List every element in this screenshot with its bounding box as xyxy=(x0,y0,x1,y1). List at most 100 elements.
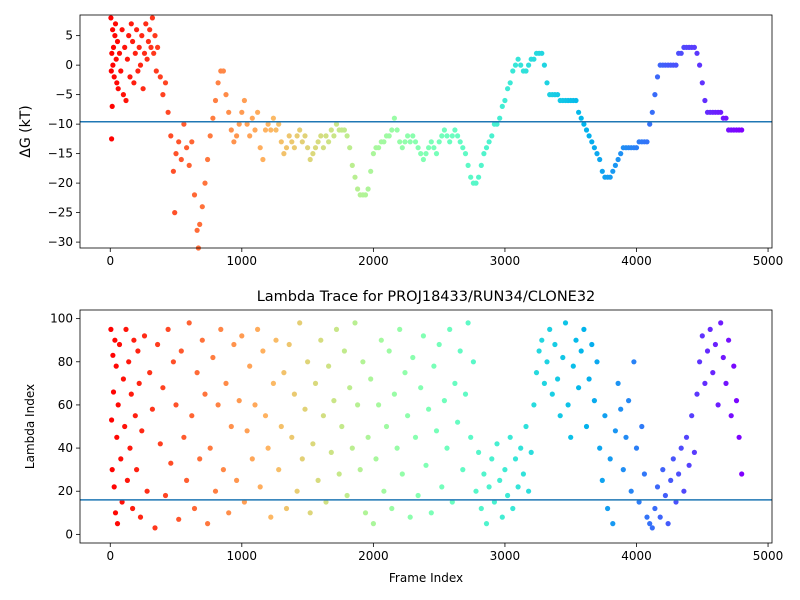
lambda-point xyxy=(305,359,311,365)
delta-g-point xyxy=(135,68,141,74)
delta-g-point xyxy=(349,162,355,168)
delta-g-point xyxy=(109,103,115,109)
delta-g-point xyxy=(499,103,505,109)
delta-g-x-tick-label: 0 xyxy=(106,254,114,268)
delta-g-point xyxy=(415,145,421,151)
delta-g-point xyxy=(207,133,213,139)
delta-g-point xyxy=(172,210,178,216)
delta-g-point xyxy=(223,92,229,98)
lambda-point xyxy=(131,337,137,343)
delta-g-point xyxy=(389,127,395,133)
delta-g-point xyxy=(497,115,503,121)
lambda-point xyxy=(220,467,226,473)
delta-g-point xyxy=(323,133,329,139)
lambda-point xyxy=(615,380,621,386)
delta-g-point xyxy=(633,145,640,151)
delta-g-point xyxy=(139,33,145,39)
lambda-point xyxy=(113,363,119,369)
delta-g-point xyxy=(457,139,463,145)
lambda-point xyxy=(720,354,726,361)
delta-g-point xyxy=(120,92,126,98)
delta-g-point xyxy=(273,127,279,133)
delta-g-point xyxy=(178,156,184,163)
delta-g-point xyxy=(199,204,205,210)
lambda-point xyxy=(449,499,455,505)
delta-g-point xyxy=(155,44,161,51)
lambda-point xyxy=(122,423,128,430)
lambda-point xyxy=(312,380,319,386)
lambda-point xyxy=(307,510,313,516)
lambda-point xyxy=(234,477,240,483)
delta-g-point xyxy=(694,50,700,56)
lambda-point xyxy=(631,359,637,365)
delta-g-point xyxy=(402,139,408,145)
lambda-y-tick-label: 0 xyxy=(65,527,73,541)
delta-g-x-tick-label: 4000 xyxy=(621,254,652,268)
lambda-point xyxy=(137,514,144,520)
lambda-point xyxy=(223,380,229,386)
delta-g-point xyxy=(697,62,703,68)
lambda-point xyxy=(399,471,405,477)
delta-g-point xyxy=(186,162,192,168)
lambda-point xyxy=(368,376,374,382)
delta-g-point xyxy=(170,168,176,174)
delta-g-point xyxy=(162,80,169,86)
lambda-point xyxy=(119,499,125,505)
delta-g-point xyxy=(436,139,442,145)
delta-g-point xyxy=(673,62,679,68)
delta-g-x-ticks: 0 1000 2000 3000 4000 5000 xyxy=(106,248,783,268)
lambda-point xyxy=(731,363,737,369)
delta-g-point xyxy=(615,156,621,163)
lambda-point xyxy=(536,348,542,354)
delta-g-point xyxy=(116,50,123,56)
delta-g-point xyxy=(108,15,114,21)
lambda-point xyxy=(236,398,242,404)
lambda-point xyxy=(115,402,121,408)
delta-g-y-tick-label: −5 xyxy=(55,88,73,102)
lambda-point xyxy=(355,402,361,408)
delta-g-point xyxy=(122,44,128,51)
lambda-point xyxy=(715,402,721,408)
delta-g-point xyxy=(119,27,125,33)
lambda-point xyxy=(239,333,245,339)
lambda-point xyxy=(562,320,569,326)
lambda-point xyxy=(494,441,500,447)
lambda-point xyxy=(704,348,711,354)
lambda-point xyxy=(547,326,553,332)
lambda-point xyxy=(270,380,276,386)
delta-g-point xyxy=(423,151,429,157)
delta-g-point xyxy=(702,97,708,104)
lambda-point xyxy=(568,434,574,440)
delta-g-point xyxy=(344,133,350,139)
lambda-point xyxy=(457,348,463,354)
delta-g-point xyxy=(481,151,487,157)
delta-g-point xyxy=(510,68,516,74)
lambda-point xyxy=(165,326,171,332)
delta-g-point xyxy=(127,74,133,80)
delta-g-point xyxy=(114,38,121,45)
delta-g-point xyxy=(599,168,605,174)
delta-g-point xyxy=(347,145,353,151)
delta-g-point xyxy=(305,145,311,151)
delta-g-point xyxy=(108,68,114,74)
lambda-point xyxy=(168,460,174,466)
lambda-point xyxy=(255,326,261,332)
delta-g-point xyxy=(318,133,324,139)
delta-g-point xyxy=(124,56,130,62)
lambda-point xyxy=(539,337,545,343)
lambda-point xyxy=(407,514,413,520)
lambda-point xyxy=(710,370,716,376)
delta-g-point xyxy=(226,109,232,115)
lambda-point xyxy=(505,492,511,499)
delta-g-point xyxy=(252,127,258,133)
lambda-point xyxy=(447,326,453,332)
delta-g-point xyxy=(431,145,437,151)
lambda-point xyxy=(578,348,584,354)
delta-g-point xyxy=(447,139,453,145)
delta-g-point xyxy=(144,56,150,62)
lambda-point xyxy=(560,354,566,361)
delta-g-point xyxy=(157,74,163,80)
lambda-point xyxy=(699,333,705,339)
delta-g-point xyxy=(283,145,290,151)
delta-g-point xyxy=(723,115,729,121)
